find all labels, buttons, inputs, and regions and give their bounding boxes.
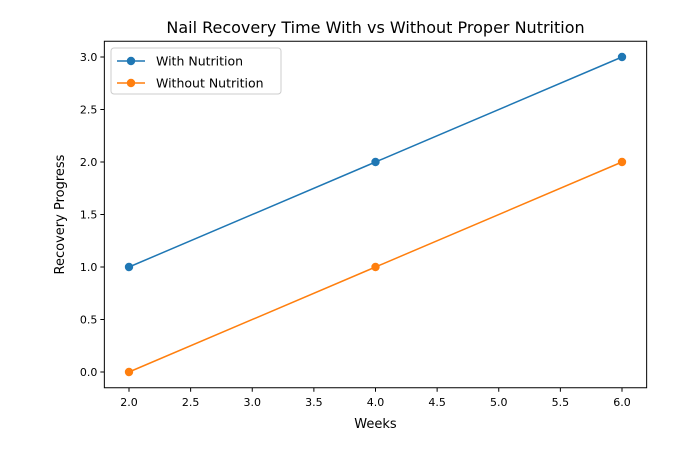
plot-area xyxy=(124,52,627,377)
legend-marker xyxy=(126,78,136,88)
x-tick-label: 3.5 xyxy=(305,396,323,409)
x-tick-label: 2.5 xyxy=(182,396,200,409)
x-tick-label: 6.0 xyxy=(613,396,631,409)
y-tick-label: 3.0 xyxy=(80,51,98,64)
x-tick-label: 5.5 xyxy=(552,396,570,409)
x-tick-label: 5.0 xyxy=(490,396,508,409)
x-axis: 2.0 2.5 3.0 3.5 4.0 4.5 5.0 5.5 6.0 xyxy=(120,387,631,409)
y-axis-label: Recovery Progress xyxy=(53,154,68,274)
x-tick-label: 3.0 xyxy=(244,396,262,409)
data-point xyxy=(124,367,134,377)
legend-marker xyxy=(126,56,136,66)
legend: With Nutrition Without Nutrition xyxy=(110,47,282,95)
chart-title: Nail Recovery Time With vs Without Prope… xyxy=(166,18,584,37)
y-tick-label: 0.5 xyxy=(80,314,98,327)
x-axis-label: Weeks xyxy=(354,417,397,432)
y-tick-label: 1.0 xyxy=(80,261,98,274)
data-point xyxy=(617,52,627,62)
x-tick-label: 4.0 xyxy=(367,396,385,409)
y-tick-label: 0.0 xyxy=(80,366,98,379)
x-tick-label: 4.5 xyxy=(428,396,446,409)
data-point xyxy=(617,157,627,167)
data-point xyxy=(124,262,134,272)
y-axis: 0.0 0.5 1.0 1.5 2.0 2.5 3.0 xyxy=(80,51,105,379)
x-tick-label: 2.0 xyxy=(120,396,138,409)
data-point xyxy=(371,157,380,167)
data-point xyxy=(371,262,380,272)
legend-box xyxy=(110,47,282,95)
y-tick-label: 2.0 xyxy=(80,156,98,169)
y-tick-label: 2.5 xyxy=(80,104,98,117)
y-tick-label: 1.5 xyxy=(80,209,98,222)
legend-label: With Nutrition xyxy=(156,54,243,69)
legend-label: Without Nutrition xyxy=(156,76,264,91)
